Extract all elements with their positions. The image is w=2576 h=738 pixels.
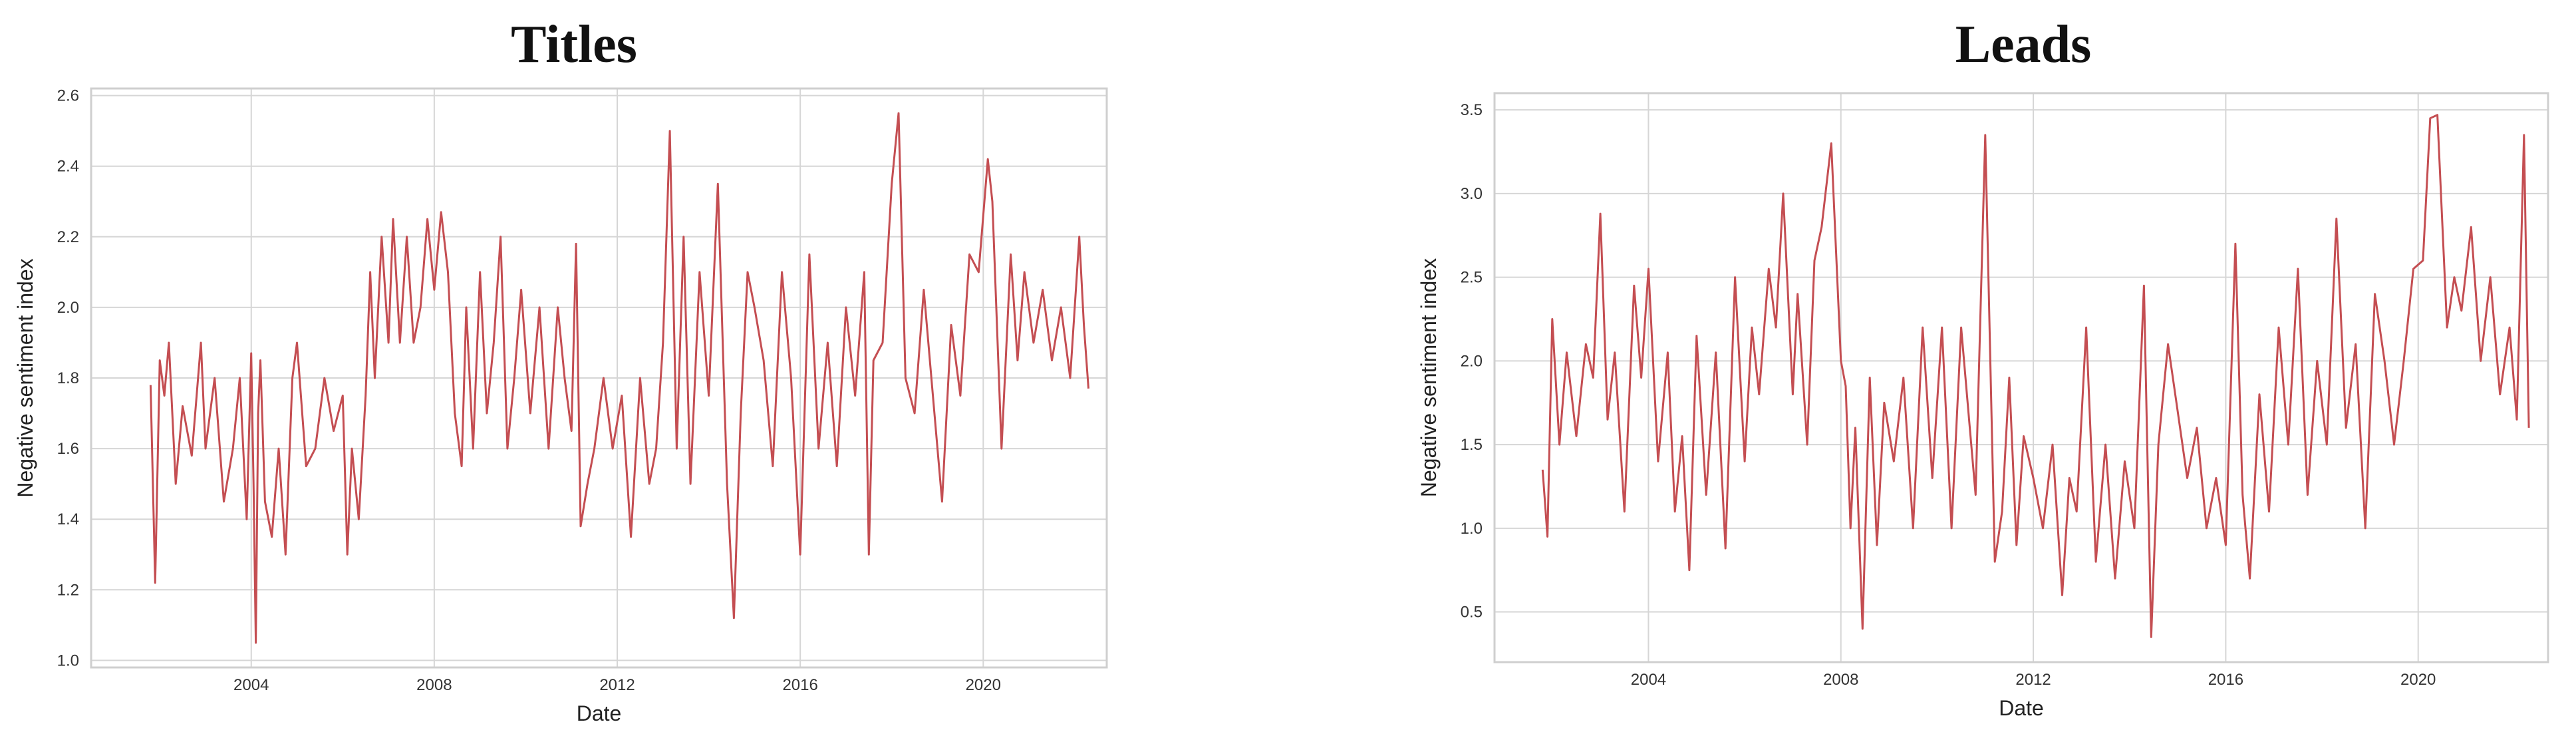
- titles-y-tick-label: 1.4: [57, 510, 79, 528]
- leads-y-tick-label: 1.5: [1461, 436, 1483, 454]
- titles-y-tick-label: 2.0: [57, 299, 79, 317]
- titles-y-tick-label: 2.4: [57, 158, 79, 176]
- leads-y-tick-label: 2.0: [1461, 352, 1483, 370]
- titles-x-tick-label: 2016: [782, 676, 817, 694]
- leads-x-tick-label: 2008: [1823, 671, 1858, 689]
- leads-plot-area: [1495, 93, 2548, 662]
- leads-y-tick-label: 3.5: [1461, 101, 1483, 119]
- leads-x-axis-label: Date: [1999, 696, 2044, 720]
- titles-y-tick-label: 2.2: [57, 228, 79, 246]
- leads-x-tick-label: 2016: [2208, 671, 2243, 689]
- titles-chart-title: Titles: [511, 15, 637, 74]
- titles-x-axis-label: Date: [577, 701, 622, 725]
- titles-sentiment-line: [149, 112, 1089, 644]
- leads-y-tick-label: 0.5: [1461, 604, 1483, 622]
- titles-plot-frame: [90, 87, 1108, 669]
- titles-y-tick-label: 1.0: [57, 651, 79, 669]
- leads-sentiment-line: [1541, 114, 2530, 638]
- titles-y-tick-label: 1.6: [57, 440, 79, 458]
- titles-x-tick-label: 2008: [416, 676, 452, 694]
- titles-y-tick-label: 2.6: [57, 87, 79, 105]
- leads-y-tick-label: 3.0: [1461, 185, 1483, 203]
- titles-x-tick-label: 2012: [599, 676, 635, 694]
- titles-y-tick-label: 1.2: [57, 581, 79, 599]
- titles-x-tick-label: 2004: [233, 676, 269, 694]
- titles-y-tick-label: 1.8: [57, 369, 79, 387]
- leads-x-tick-label: 2012: [2015, 671, 2051, 689]
- leads-x-tick-label: 2004: [1631, 671, 1666, 689]
- leads-y-tick-label: 2.5: [1461, 269, 1483, 287]
- titles-y-axis-label: Negative sentiment index: [13, 258, 37, 497]
- leads-y-axis-label: Negative sentiment index: [1417, 258, 1441, 497]
- leads-y-tick-label: 1.0: [1461, 520, 1483, 538]
- leads-chart-title: Leads: [1955, 15, 2092, 74]
- leads-plot-frame: [1493, 92, 2549, 663]
- titles-x-tick-label: 2020: [966, 676, 1001, 694]
- leads-x-tick-label: 2020: [2400, 671, 2436, 689]
